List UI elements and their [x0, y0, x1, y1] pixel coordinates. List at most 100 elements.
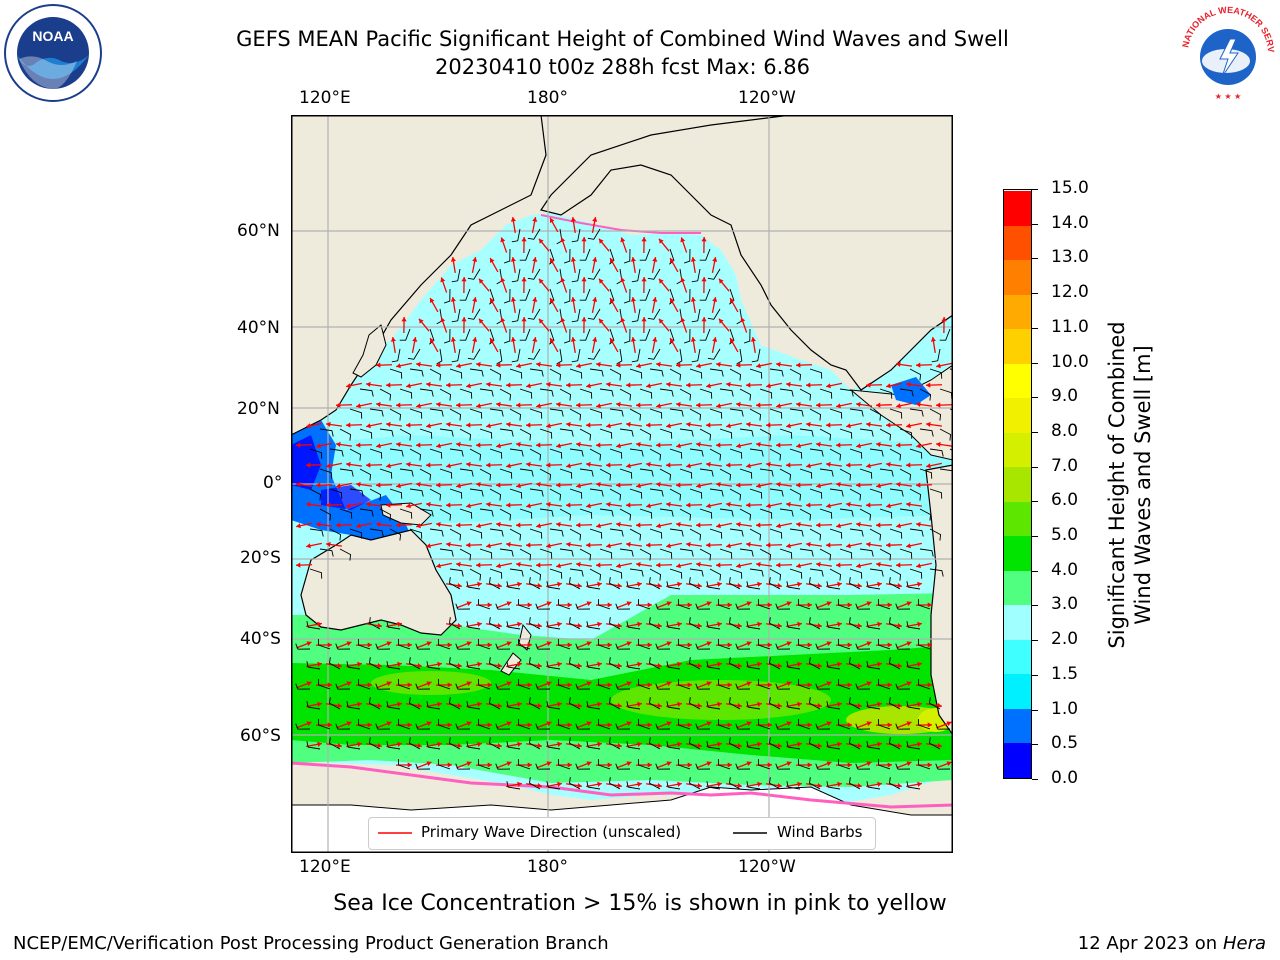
- wave-arrow-head: [306, 462, 311, 468]
- wave-arrow-head: [817, 703, 822, 709]
- colorbar-segment: [1004, 432, 1031, 468]
- wave-arrow-head: [598, 318, 604, 324]
- wind-barb: [587, 228, 601, 240]
- wind-barb: [919, 388, 932, 401]
- wind-barb: [439, 508, 452, 521]
- wind-barb: [546, 741, 561, 750]
- wave-arrow-head: [496, 362, 501, 368]
- wind-barb: [676, 348, 683, 365]
- wind-barb: [769, 488, 784, 497]
- wind-barb: [877, 679, 891, 690]
- wave-arrow-head: [586, 601, 592, 607]
- wave-arrow-head: [390, 337, 396, 342]
- wind-barb: [699, 508, 713, 519]
- wave-arrow-head: [806, 421, 811, 428]
- wave-arrow-head: [426, 381, 431, 388]
- wind-barb: [609, 528, 624, 537]
- wave-arrow-head: [457, 703, 462, 709]
- wind-barb: [597, 719, 611, 730]
- colorbar-tick-mark: [1032, 744, 1038, 746]
- wind-barb: [849, 617, 861, 630]
- wind-barb: [839, 428, 853, 439]
- wave-arrow-head: [597, 621, 602, 627]
- wave-arrow-head: [767, 762, 772, 768]
- wind-barb: [809, 657, 821, 670]
- wind-barb: [527, 348, 541, 360]
- wind-barb: [489, 577, 501, 590]
- wave-arrow-head: [346, 461, 351, 468]
- wave-arrow-head: [620, 277, 626, 283]
- wind-barb: [746, 701, 761, 710]
- wave-arrow-head: [718, 278, 724, 284]
- wind-barb: [879, 428, 892, 441]
- wind-barb: [449, 737, 461, 750]
- wave-arrow-head: [836, 562, 841, 568]
- wind-barb: [529, 368, 544, 377]
- wind-barb: [379, 468, 393, 479]
- wind-barb: [659, 548, 673, 559]
- wind-barb: [639, 508, 653, 519]
- wind-barb: [649, 488, 664, 497]
- wave-arrow-head: [376, 443, 381, 449]
- wave-arrow-head: [641, 317, 647, 322]
- wave-arrow-head: [797, 621, 802, 627]
- wave-arrow-head: [346, 503, 351, 509]
- wave-arrow-head: [727, 722, 732, 728]
- wind-barb: [499, 428, 514, 437]
- wind-barb: [619, 388, 632, 401]
- wind-barb: [647, 268, 661, 280]
- wave-arrow-head: [897, 703, 902, 709]
- wind-barb: [589, 448, 602, 461]
- wave-arrow-head: [817, 583, 822, 589]
- wind-barb: [899, 428, 913, 439]
- wind-barb: [466, 661, 481, 670]
- wave-arrow-head: [557, 741, 562, 747]
- wind-barb: [449, 448, 464, 457]
- wave-arrow-head: [466, 422, 471, 428]
- wind-barb: [619, 468, 633, 479]
- wave-arrow-head: [626, 761, 632, 767]
- wave-arrow-head: [737, 623, 742, 629]
- wave-arrow-head: [917, 741, 922, 747]
- wave-arrow-head: [796, 362, 801, 368]
- wave-arrow-head: [397, 661, 402, 667]
- wind-barb: [579, 388, 593, 399]
- wave-arrow-head: [806, 463, 811, 469]
- wind-barb: [775, 603, 791, 610]
- wind-barb: [877, 759, 891, 770]
- wave-arrow-head: [397, 701, 402, 707]
- wind-barb: [556, 348, 563, 365]
- wind-barb: [527, 308, 541, 320]
- wind-barb: [699, 248, 711, 261]
- colorbar-tick-mark: [1032, 293, 1038, 295]
- wave-arrow-head: [717, 581, 722, 587]
- wave-arrow-head: [877, 661, 882, 667]
- wave-arrow-head: [532, 337, 538, 342]
- colorbar-tick-label: 14.0: [1051, 212, 1089, 233]
- wave-arrow-head: [567, 602, 572, 608]
- wave-arrow-head: [857, 743, 862, 749]
- wave-arrow-head: [856, 401, 861, 408]
- wind-barb: [769, 408, 783, 419]
- wave-arrow-head: [817, 663, 822, 669]
- wind-barb: [906, 581, 921, 590]
- wave-arrow-head: [517, 701, 522, 707]
- wave-arrow-head: [652, 337, 658, 342]
- wave-arrow-head: [701, 237, 707, 242]
- wind-barb: [437, 639, 451, 650]
- wave-arrow-head: [510, 257, 516, 262]
- wave-arrow-head: [917, 621, 922, 627]
- wave-arrow-head: [367, 722, 372, 728]
- wave-arrow-head: [417, 743, 422, 749]
- wind-barb: [717, 759, 731, 770]
- wave-arrow-head: [326, 463, 331, 469]
- wind-barb: [455, 763, 471, 770]
- wind-barb: [707, 348, 721, 360]
- wave-arrow-head: [487, 762, 492, 768]
- wind-barb: [647, 348, 661, 360]
- wind-barb: [436, 348, 443, 365]
- wave-arrow-head: [496, 482, 501, 488]
- wave-arrow-head: [636, 483, 641, 489]
- wind-barb: [775, 683, 791, 690]
- wind-barb: [569, 368, 583, 379]
